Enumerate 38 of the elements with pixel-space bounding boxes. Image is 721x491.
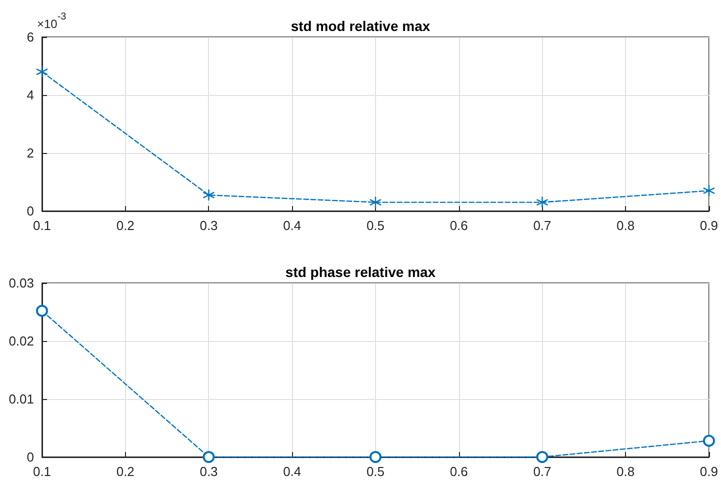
point (202, 188, 215, 202)
y-tick-label: 0.02 (8, 334, 34, 348)
chart-title: std phase relative max (285, 264, 436, 280)
x-tick-label: 0.9 (700, 464, 718, 479)
x-tick-label: 0.5 (366, 464, 385, 479)
x-tick-label: 0.8 (616, 218, 635, 233)
point (702, 184, 716, 197)
point (536, 196, 548, 208)
point (202, 451, 215, 463)
x-tick-label: 0.8 (616, 464, 635, 479)
x-tick-label: 0.3 (200, 464, 218, 479)
x-tick-label: 0.4 (283, 218, 302, 233)
point (36, 66, 48, 78)
y-tick-label: 0 (26, 450, 34, 464)
y-tick-label: 2 (26, 146, 34, 160)
x-tick-label: 0.9 (700, 218, 718, 233)
y-tick-label: 4 (26, 88, 34, 102)
x-tick-label: 0.1 (32, 464, 52, 479)
y-tick-label: 0 (26, 204, 34, 218)
y-tick-label: 6 (26, 30, 34, 44)
x-tick-label: 0.7 (533, 218, 552, 233)
y-tick-label: 0.01 (8, 392, 34, 406)
x-tick-label: 0.5 (366, 218, 385, 233)
point (36, 304, 48, 317)
point (536, 451, 548, 463)
x-tick-label: 0.4 (283, 464, 302, 479)
x-tick-label: 0.3 (200, 218, 218, 233)
x-tick-label: 0.2 (116, 464, 134, 479)
x-tick-label: 0.7 (533, 464, 552, 479)
x-tick-label: 0.6 (450, 218, 468, 233)
point (369, 451, 382, 463)
x-tick-label: 0.2 (116, 218, 134, 233)
point (369, 196, 382, 208)
x-tick-label: 0.6 (450, 464, 468, 479)
point (702, 434, 715, 447)
x-tick-label: 0.1 (32, 218, 52, 233)
chart-title: std mod relative max (290, 18, 430, 34)
y-tick-label: 0.03 (8, 276, 34, 290)
